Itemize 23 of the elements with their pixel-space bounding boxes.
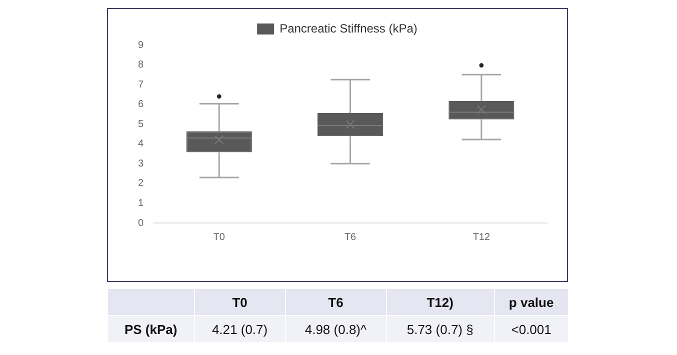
text: 4.21 (0.7) bbox=[194, 316, 286, 342]
y-tick-label: 3 bbox=[138, 158, 144, 170]
x-tick-label: T6 bbox=[344, 232, 357, 243]
y-tick-label: 0 bbox=[138, 218, 144, 229]
text: <0.001 bbox=[494, 316, 568, 342]
y-tick-label: 8 bbox=[138, 60, 144, 71]
x-tick-label: T0 bbox=[213, 232, 226, 243]
y-tick-label: 7 bbox=[138, 79, 144, 90]
text: 5.73 (0.7) § bbox=[386, 316, 494, 342]
legend-label: Pancreatic Stiffness (kPa) bbox=[280, 21, 418, 36]
text: PS (kPa) bbox=[108, 316, 194, 342]
text: 4.98 (0.8)^ bbox=[285, 316, 386, 342]
x-tick-label: T12 bbox=[472, 232, 490, 243]
text: T12) bbox=[386, 288, 494, 316]
text: p value bbox=[494, 288, 568, 316]
y-tick-label: 1 bbox=[138, 198, 144, 209]
text: T0 bbox=[194, 288, 286, 316]
y-tick-label: 5 bbox=[138, 118, 144, 130]
y-tick-label: 2 bbox=[138, 178, 144, 190]
y-tick-label: 9 bbox=[138, 40, 144, 51]
y-tick-label: 6 bbox=[138, 99, 144, 110]
text: T6 bbox=[285, 288, 386, 316]
y-tick-label: 4 bbox=[138, 138, 144, 150]
